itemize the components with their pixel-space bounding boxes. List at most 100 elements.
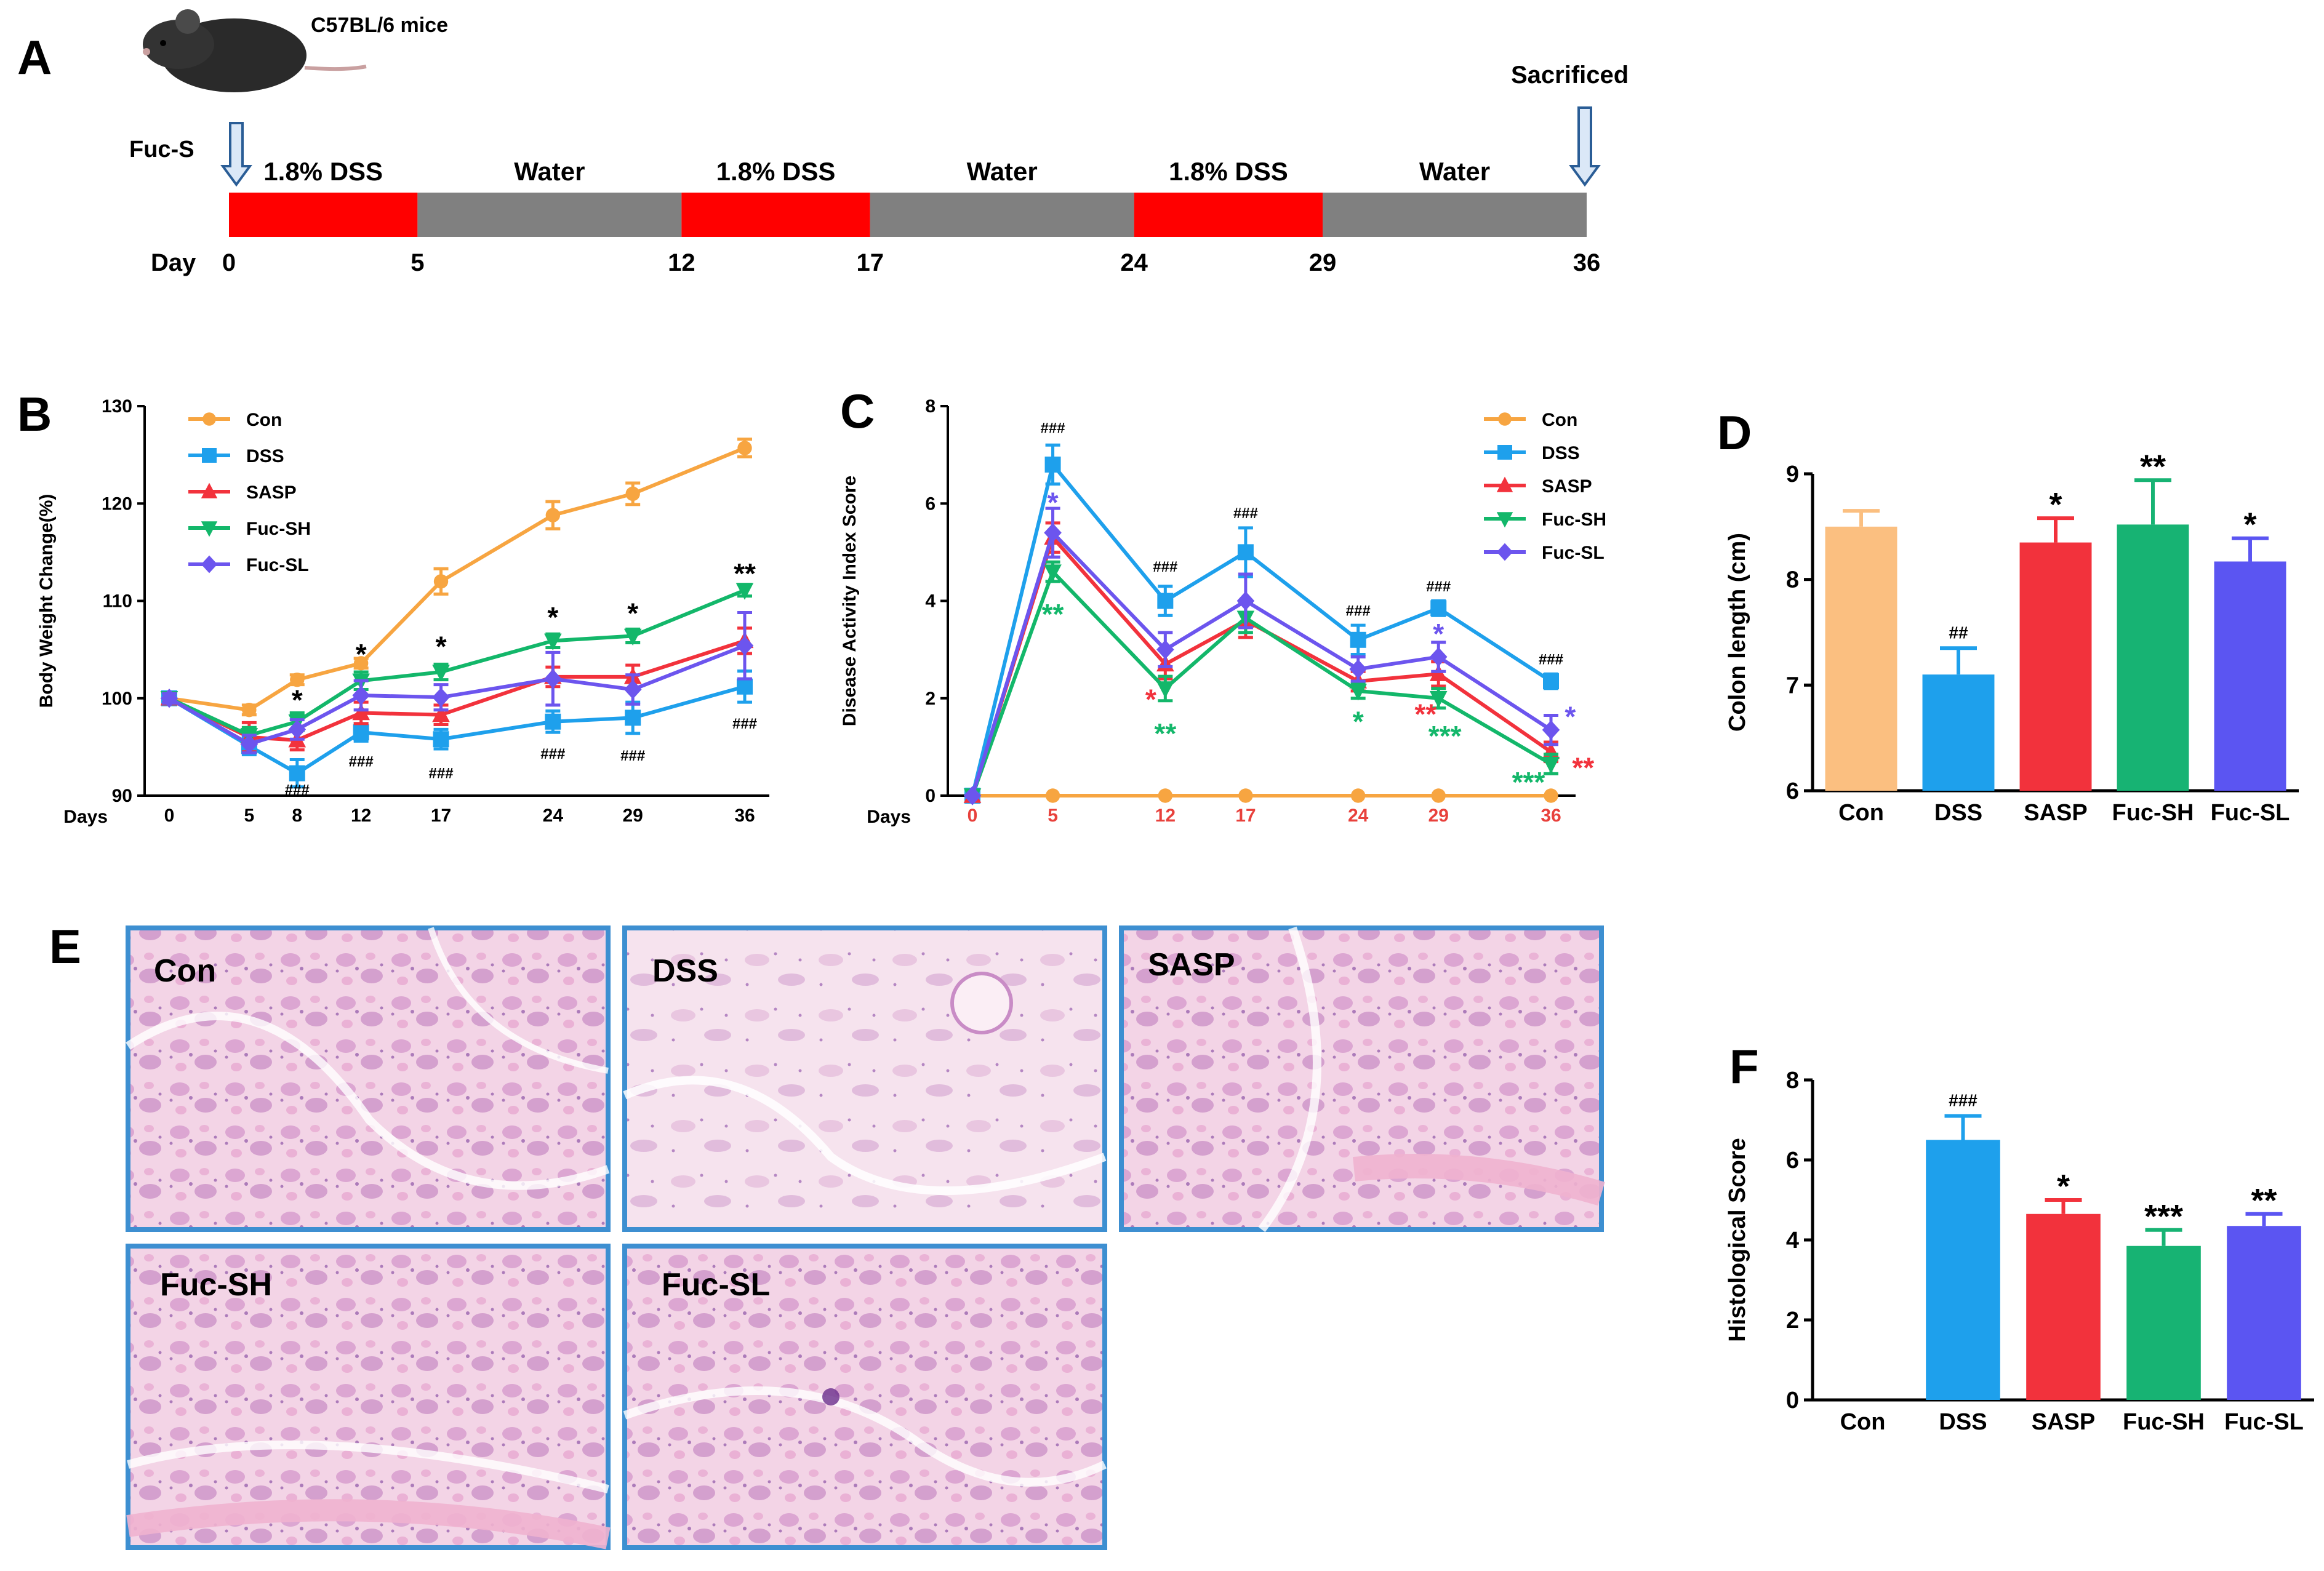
y-tick-label-4: 4: [1786, 1228, 1799, 1253]
bar-sasp: [2019, 542, 2092, 791]
data-point-dss: [1430, 600, 1447, 617]
histology-image-fuc-sl: Fuc-SL: [622, 1244, 1107, 1550]
panel-f: F 0 2 4 6 8 Histological Score Con DSS ### SASP * F…: [1725, 1039, 2314, 1435]
annotation-4: ###: [1426, 578, 1451, 595]
series-fuc-sh: [160, 583, 754, 745]
significance-label-sasp: *: [2049, 486, 2062, 523]
legend-label-con: Con: [1542, 410, 1577, 430]
data-point-con: [625, 486, 640, 502]
data-point-fuc-sh: [1156, 681, 1174, 698]
x-tick-label-0: 0: [164, 805, 175, 826]
start-arrow-icon: [220, 122, 252, 187]
annotation-10: *: [1353, 705, 1364, 737]
bar-fuc-sh: [2117, 524, 2189, 791]
series-line-fuc-sh: [168, 588, 746, 738]
x-tick-label-12: 12: [351, 805, 371, 826]
annotation-14: ***: [1512, 766, 1545, 798]
x-tick-label-5: 5: [1048, 805, 1058, 826]
histology-label-dss: DSS: [652, 953, 718, 989]
y-tick-label-2: 2: [925, 689, 936, 709]
x-tick-label-fuc-sh: Fuc-SH: [2112, 800, 2194, 826]
x-axis-title: Days: [867, 807, 911, 827]
y-tick-label-8: 8: [1786, 567, 1799, 593]
panel-label-e: E: [49, 919, 81, 973]
data-point-fuc-sl: [432, 687, 450, 707]
significance-label-fuc-sl: **: [2251, 1182, 2277, 1219]
bar-fuc-sl: [2214, 561, 2286, 791]
timeline-segment-1: [417, 193, 682, 237]
histology-label-fuc-sh: Fuc-SH: [160, 1267, 272, 1303]
y-axis-title: Histological Score: [1725, 1138, 1750, 1342]
annotation-8: ###: [429, 766, 454, 782]
data-point-dss: [737, 678, 753, 695]
annotation-3: ###: [1346, 602, 1371, 619]
x-tick-label-29: 29: [1428, 805, 1449, 826]
data-point-fuc-sl: [544, 669, 562, 689]
data-point-fuc-sl: [1349, 659, 1367, 679]
y-tick-label-8: 8: [925, 396, 936, 417]
legend-marker-fuc-sl: [201, 555, 218, 574]
data-point-con: [545, 508, 561, 522]
series-line-fuc-sl: [168, 644, 746, 746]
data-point-sasp: [352, 703, 370, 721]
data-point-fuc-sh: [544, 633, 562, 650]
annotation-11: **: [1414, 698, 1436, 730]
y-tick-label-4: 4: [925, 591, 936, 612]
bar-dss: [1922, 674, 1995, 791]
timeline-day-29: 29: [1309, 249, 1337, 276]
data-point-fuc-sl: [240, 734, 258, 754]
x-tick-label-fuc-sl: Fuc-SL: [2211, 800, 2290, 826]
significance-label-sasp: *: [2057, 1168, 2070, 1205]
y-axis-title: Disease Activity Index Score: [839, 476, 860, 726]
x-tick-label-24: 24: [543, 805, 564, 826]
legend: Con DSS SASP Fuc-SH Fuc-SL: [188, 410, 311, 575]
timeline-segment-label-3: Water: [967, 157, 1038, 186]
colon-length-chart: 6 7 8 9 Colon length (cm) Con DSS ## SASP * Fuc-SH…: [1725, 448, 2299, 826]
data-point-dss: [545, 713, 561, 730]
y-tick-label-100: 100: [102, 689, 132, 709]
y-tick-label-130: 130: [102, 396, 132, 417]
timeline-day-24: 24: [1120, 249, 1148, 276]
series-con: [162, 438, 752, 718]
panel-label-c: C: [840, 384, 875, 438]
x-tick-label-dss: DSS: [1939, 1409, 1987, 1435]
legend-label-con: Con: [246, 410, 282, 430]
y-tick-label-0: 0: [925, 786, 936, 806]
significance-label-fuc-sl: *: [2243, 506, 2256, 543]
data-point-dss: [1237, 544, 1254, 561]
legend-marker-sasp: [201, 482, 218, 498]
bar-dss: [1926, 1140, 2000, 1400]
x-tick-label-sasp: SASP: [2024, 800, 2087, 826]
annotation-15: *: [1565, 700, 1576, 732]
mouse-strain-label: C57BL/6 mice: [311, 14, 448, 37]
data-point-dss: [625, 710, 641, 726]
data-point-con: [1158, 788, 1173, 803]
data-point-con: [242, 703, 257, 718]
y-tick-label-6: 6: [1786, 778, 1799, 804]
data-point-con: [353, 656, 369, 671]
data-point-fuc-sl: [735, 636, 754, 655]
x-tick-label-con: Con: [1840, 1409, 1886, 1435]
y-tick-label-110: 110: [103, 591, 132, 612]
timeline-segment-labels: 1.8% DSS Water 1.8% DSS Water 1.8% DSS Water: [263, 157, 1490, 186]
series-line-sasp: [168, 639, 745, 742]
x-tick-label-dss: DSS: [1934, 800, 1982, 826]
y-tick-label-6: 6: [925, 494, 936, 514]
y-tick-label-0: 0: [1786, 1388, 1799, 1413]
series-fuc-sl: [963, 506, 1560, 805]
data-point-fuc-sh: [1349, 684, 1367, 701]
x-tick-label-fuc-sh: Fuc-SH: [2123, 1409, 2205, 1435]
y-tick-label-7: 7: [1786, 673, 1799, 698]
x-axis-title: Days: [63, 807, 108, 827]
sacrificed-label: Sacrificed: [1511, 62, 1629, 89]
panel-label-a: A: [17, 30, 52, 84]
timeline-segment-3: [870, 193, 1134, 237]
x-tick-label-0: 0: [968, 805, 978, 826]
significance-label-fuc-sh: ***: [2144, 1198, 2183, 1235]
series-con: [965, 788, 1558, 803]
x-tick-label-8: 8: [292, 805, 302, 826]
data-point-fuc-sl: [160, 689, 178, 708]
x-tick-label-12: 12: [1155, 805, 1176, 826]
legend-marker-dss: [1497, 445, 1512, 460]
annotation-1: *: [356, 638, 367, 670]
